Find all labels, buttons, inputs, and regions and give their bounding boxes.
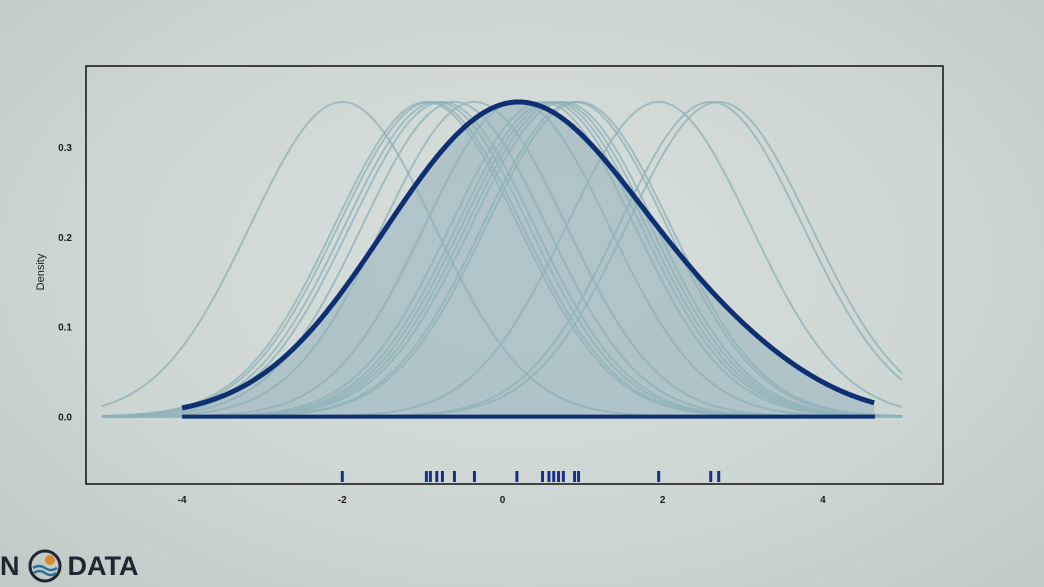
y-tick-label: 0.1 (58, 323, 72, 334)
logo-text-left: N (0, 550, 20, 581)
brand-logo: N DATA (0, 546, 138, 586)
plot-frame (85, 65, 944, 485)
y-tick-label: 0.3 (58, 143, 72, 154)
y-tick-label: 0.2 (58, 233, 72, 244)
x-tick-label: 2 (660, 495, 666, 506)
wave-sun-icon (28, 549, 61, 583)
x-tick-label: -4 (178, 495, 187, 506)
logo-text-right: DATA (67, 550, 139, 581)
x-tick-label: -2 (338, 495, 347, 506)
y-tick-label: 0.0 (58, 413, 72, 424)
x-tick-label: 0 (500, 495, 506, 506)
x-tick-label: 4 (820, 495, 826, 506)
y-axis-label: Density (35, 253, 47, 290)
density-curve (181, 99, 876, 411)
